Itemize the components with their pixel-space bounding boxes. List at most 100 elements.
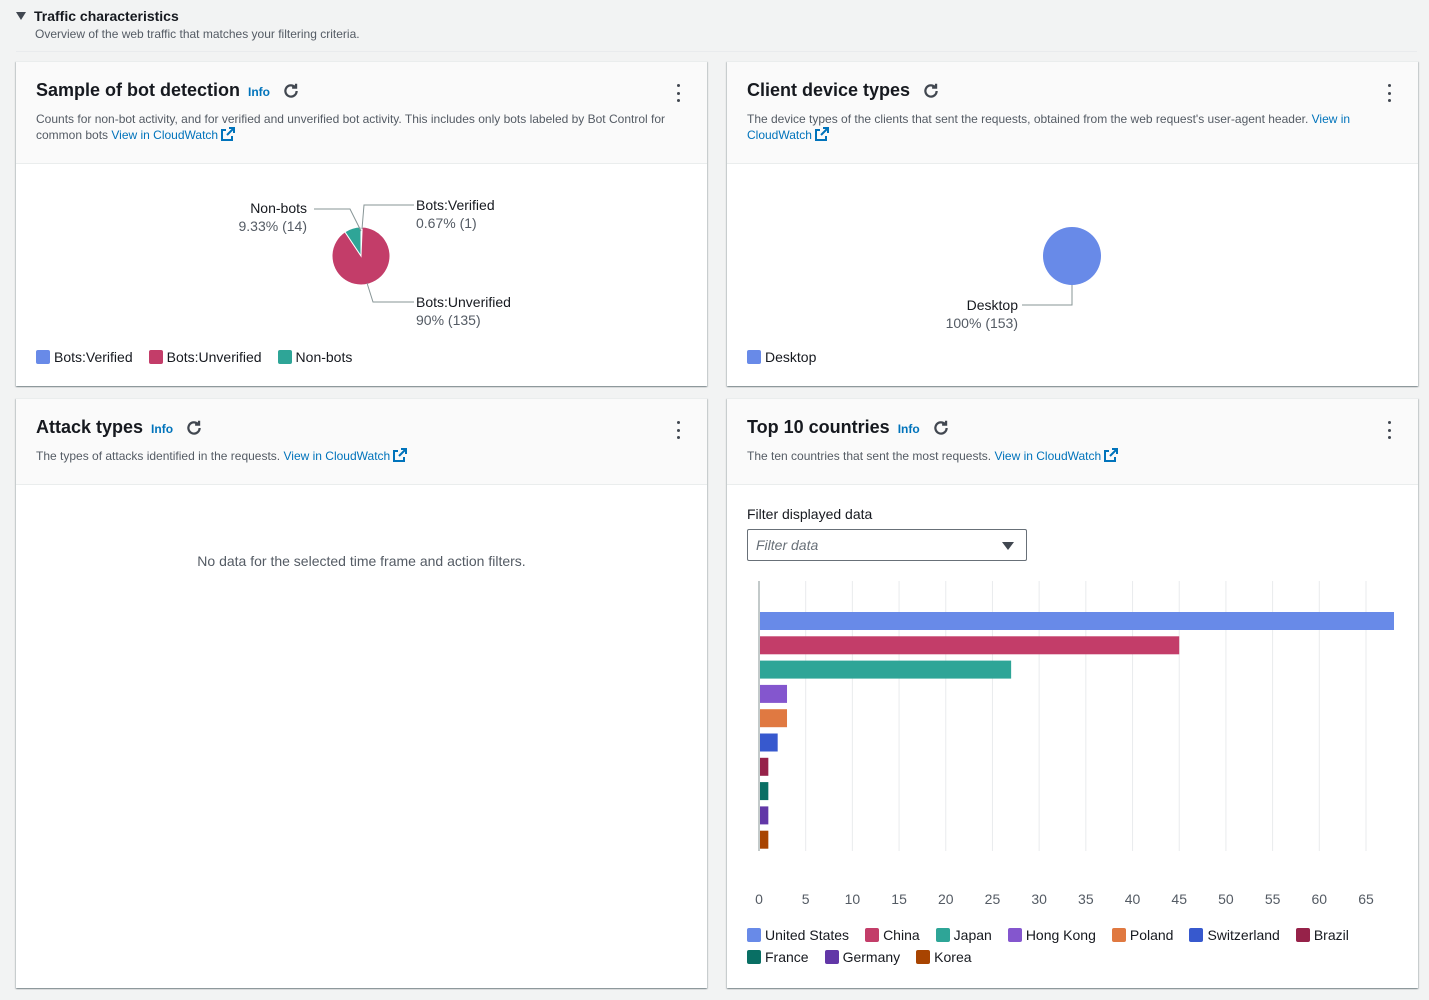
external-link-icon[interactable] xyxy=(221,127,236,141)
traffic-section-header[interactable]: Traffic characteristics Overview of the … xyxy=(16,8,360,41)
view-in-cloudwatch-link[interactable]: View in CloudWatch xyxy=(994,449,1102,463)
external-link-icon[interactable] xyxy=(814,127,829,141)
more-options-icon[interactable] xyxy=(1386,421,1392,439)
legend-item-switzerland[interactable]: Switzerland xyxy=(1189,927,1280,943)
x-tick-label: 20 xyxy=(938,891,954,907)
legend-label: Brazil xyxy=(1313,927,1349,943)
bars xyxy=(760,612,1394,849)
section-description: Overview of the web traffic that matches… xyxy=(35,27,360,41)
external-link-icon[interactable] xyxy=(1104,448,1119,462)
x-tick-label: 10 xyxy=(845,891,861,907)
pie-slice-desktop[interactable] xyxy=(1043,227,1101,285)
refresh-icon[interactable] xyxy=(922,82,940,100)
legend-swatch xyxy=(916,950,931,964)
info-link[interactable]: Info xyxy=(151,422,174,436)
bar-hong-kong[interactable] xyxy=(760,684,788,703)
x-tick-label: 5 xyxy=(802,891,810,907)
view-in-cloudwatch-link[interactable]: View in CloudWatch xyxy=(111,128,219,142)
info-link[interactable]: Info xyxy=(897,422,920,436)
top-countries-panel: Top 10 countries Info The ten countries … xyxy=(727,398,1418,988)
legend-swatch xyxy=(747,928,761,942)
refresh-icon[interactable] xyxy=(185,419,203,437)
more-options-icon[interactable] xyxy=(1386,84,1392,102)
bot-detection-panel: Sample of bot detection Info Counts for … xyxy=(16,61,707,386)
view-in-cloudwatch-link[interactable]: View in CloudWatch xyxy=(283,449,391,463)
bar-poland[interactable] xyxy=(760,709,788,728)
legend-item-china[interactable]: China xyxy=(865,927,920,943)
legend-label: Switzerland xyxy=(1207,927,1280,943)
x-tick-label: 45 xyxy=(1171,891,1187,907)
bar-china[interactable] xyxy=(760,636,1180,655)
legend-item-korea[interactable]: Korea xyxy=(916,949,972,965)
refresh-icon[interactable] xyxy=(282,82,300,100)
bar-united-states[interactable] xyxy=(760,612,1394,630)
device-legend: Desktop xyxy=(747,349,816,365)
x-tick-label: 15 xyxy=(891,891,907,907)
x-tick-label: 65 xyxy=(1358,891,1374,907)
empty-state-message: No data for the selected time frame and … xyxy=(197,553,526,569)
panel-title: Client device types xyxy=(747,80,911,100)
legend-swatch xyxy=(1007,928,1022,942)
legend-item-bots-verified[interactable]: Bots:Verified xyxy=(36,349,133,365)
pie-slices xyxy=(331,226,391,286)
divider xyxy=(16,51,1417,52)
legend-label: Germany xyxy=(842,949,901,965)
x-tick-label: 0 xyxy=(755,891,763,907)
legend-item-poland[interactable]: Poland xyxy=(1111,927,1174,943)
legend-label: United States xyxy=(765,927,850,943)
caret-down-icon[interactable] xyxy=(16,12,26,20)
leader-line-nonbots xyxy=(314,208,362,232)
panel-description: Counts for non-bot activity, and for ver… xyxy=(36,112,665,142)
x-axis-ticks: 0 5 10 15 20 25 30 35 40 45 50 55 60 65 xyxy=(755,891,1374,907)
bot-legend: Bots:Verified Bots:Unverified Non-bots xyxy=(36,349,352,365)
label-desktop: Desktop 100% (153) xyxy=(945,297,1018,331)
legend-item-japan[interactable]: Japan xyxy=(935,927,992,943)
filter-label: Filter displayed data xyxy=(747,506,873,522)
legend-label: Poland xyxy=(1129,927,1174,943)
panel-title: Sample of bot detection xyxy=(36,80,241,100)
pie-slice-non-bots[interactable] xyxy=(344,226,362,258)
legend-item-france[interactable]: France xyxy=(747,949,809,965)
section-title: Traffic characteristics xyxy=(34,8,179,24)
external-link-icon[interactable] xyxy=(393,448,408,462)
label-bots-verified: Bots:Verified 0.67% (1) xyxy=(416,197,495,231)
panel-description: The types of attacks identified in the r… xyxy=(36,448,687,484)
legend-swatch xyxy=(824,950,839,964)
panel-header: Attack types Info The types of attacks i… xyxy=(16,399,707,485)
filter-data-select[interactable]: Filter data xyxy=(747,529,1027,561)
legend-label: Japan xyxy=(953,927,992,943)
label-non-bots: Non-bots 9.33% (14) xyxy=(238,200,308,234)
x-tick-label: 35 xyxy=(1078,891,1094,907)
bar-japan[interactable] xyxy=(760,660,1012,679)
bar-korea[interactable] xyxy=(760,830,769,849)
bar-germany[interactable] xyxy=(760,806,769,825)
refresh-icon[interactable] xyxy=(932,419,950,437)
bar-brazil[interactable] xyxy=(760,757,769,776)
countries-legend: United States China Japan Hong Kong Poland Sw… xyxy=(747,927,1397,965)
legend-item-hong-kong[interactable]: Hong Kong xyxy=(1007,927,1096,943)
legend-item-non-bots[interactable]: Non-bots xyxy=(277,349,352,365)
legend-swatch xyxy=(747,950,761,964)
legend-item-desktop[interactable]: Desktop xyxy=(747,349,816,365)
bot-pie-chart xyxy=(314,204,414,303)
view-in-cloudwatch-link[interactable]: View in CloudWatch xyxy=(747,112,1351,142)
x-tick-label: 40 xyxy=(1125,891,1141,907)
legend-item-brazil[interactable]: Brazil xyxy=(1295,927,1349,943)
x-tick-label: 55 xyxy=(1265,891,1281,907)
panel-description: The device types of the clients that sen… xyxy=(747,112,1351,142)
legend-item-united-states[interactable]: United States xyxy=(747,927,849,943)
more-options-icon[interactable] xyxy=(675,421,681,439)
panel-title: Top 10 countries xyxy=(747,417,890,437)
more-options-icon[interactable] xyxy=(675,84,681,102)
leader-line-desktop xyxy=(1022,285,1073,306)
bar-switzerland[interactable] xyxy=(760,733,778,752)
bar-france[interactable] xyxy=(760,782,769,801)
legend-swatch xyxy=(1111,928,1126,942)
x-tick-label: 30 xyxy=(1031,891,1047,907)
label-bots-unverified: Bots:Unverified 90% (135) xyxy=(416,294,511,328)
legend-item-bots-unverified[interactable]: Bots:Unverified xyxy=(148,349,262,365)
info-link[interactable]: Info xyxy=(248,85,271,99)
legend-swatch xyxy=(865,928,880,942)
legend-item-germany[interactable]: Germany xyxy=(824,949,901,965)
panel-title: Attack types xyxy=(36,417,144,437)
